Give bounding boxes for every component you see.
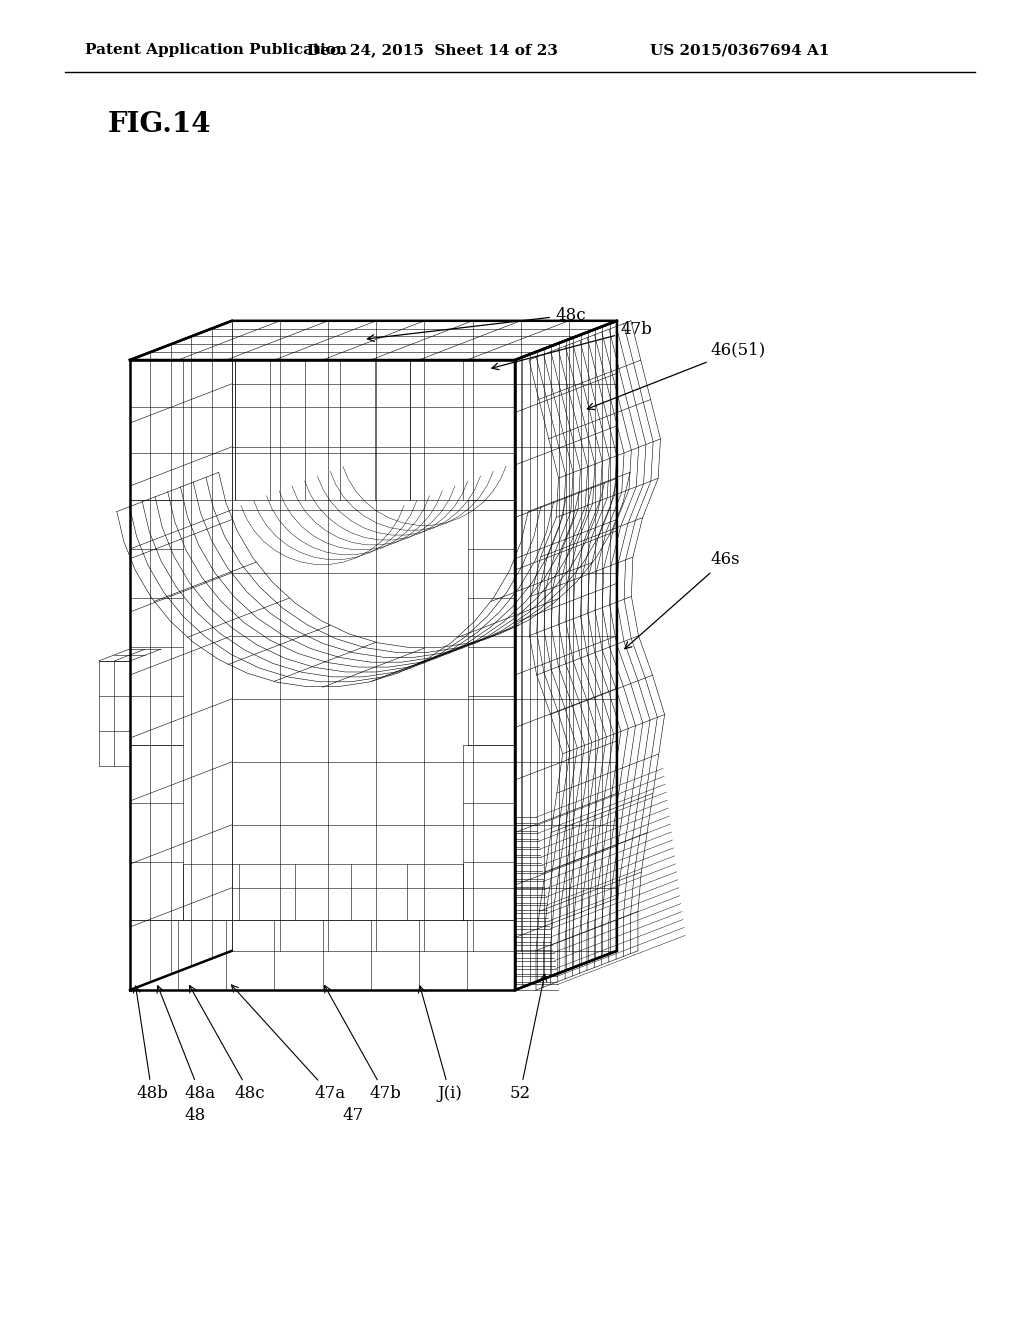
Text: US 2015/0367694 A1: US 2015/0367694 A1 [650, 44, 829, 57]
Text: 47b: 47b [325, 986, 401, 1102]
Text: J(i): J(i) [419, 986, 463, 1102]
Text: 48: 48 [184, 1107, 206, 1125]
Text: 46(51): 46(51) [588, 342, 765, 409]
Text: 48c: 48c [189, 986, 265, 1102]
Text: 47: 47 [342, 1107, 364, 1125]
Text: 48a: 48a [157, 986, 216, 1102]
Text: 52: 52 [509, 974, 547, 1102]
Text: 47a: 47a [231, 985, 345, 1102]
Text: 46s: 46s [625, 552, 739, 648]
Text: 48c: 48c [368, 306, 586, 342]
Text: 48b: 48b [133, 986, 168, 1102]
Text: 47b: 47b [492, 322, 652, 370]
Text: Patent Application Publication: Patent Application Publication [85, 44, 347, 57]
Text: Dec. 24, 2015  Sheet 14 of 23: Dec. 24, 2015 Sheet 14 of 23 [306, 44, 557, 57]
Text: FIG.14: FIG.14 [108, 111, 212, 139]
